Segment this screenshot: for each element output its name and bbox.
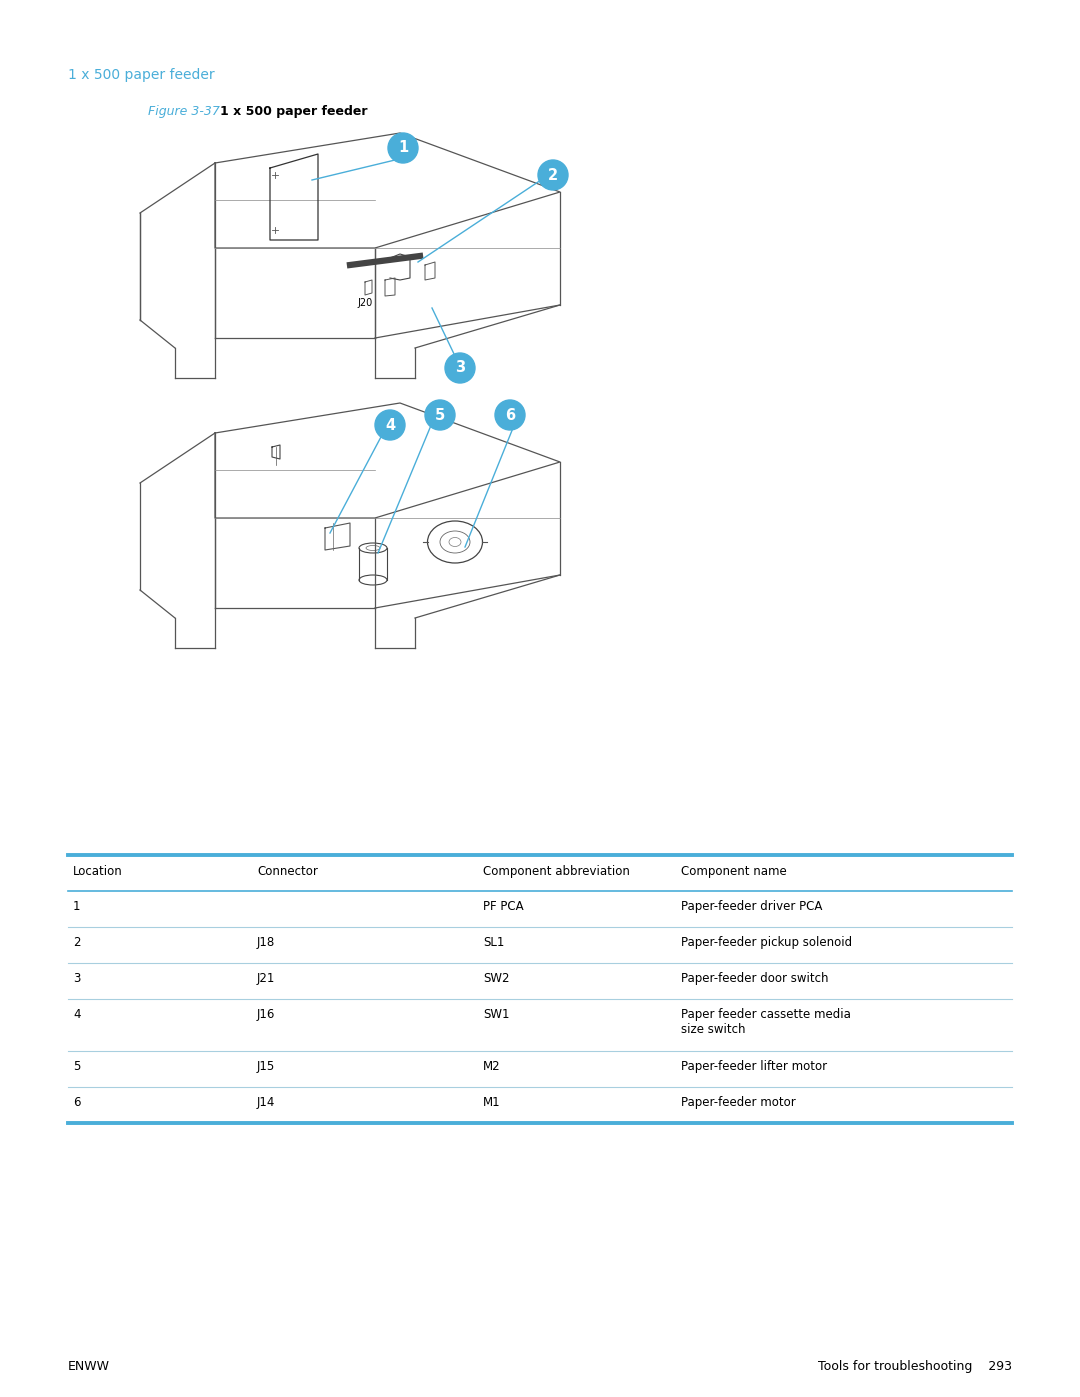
Text: 2: 2 (548, 168, 558, 183)
Text: Paper-feeder lifter motor: Paper-feeder lifter motor (681, 1060, 827, 1073)
Text: 1 x 500 paper feeder: 1 x 500 paper feeder (220, 105, 367, 117)
Text: J18: J18 (257, 936, 275, 949)
Text: 6: 6 (505, 408, 515, 422)
Text: J14: J14 (257, 1097, 275, 1109)
Text: 4: 4 (73, 1009, 81, 1021)
Text: J15: J15 (257, 1060, 275, 1073)
Text: Component abbreviation: Component abbreviation (483, 865, 630, 877)
Text: 4: 4 (384, 418, 395, 433)
Circle shape (426, 400, 455, 430)
Text: M2: M2 (483, 1060, 501, 1073)
Text: ENWW: ENWW (68, 1361, 110, 1373)
Text: 5: 5 (73, 1060, 80, 1073)
Text: Paper-feeder driver PCA: Paper-feeder driver PCA (681, 900, 822, 914)
Text: SL1: SL1 (483, 936, 504, 949)
Text: Component name: Component name (681, 865, 786, 877)
Circle shape (388, 133, 418, 163)
Text: 1 x 500 paper feeder: 1 x 500 paper feeder (68, 68, 215, 82)
Text: 2: 2 (73, 936, 81, 949)
Text: J16: J16 (257, 1009, 275, 1021)
Text: 1: 1 (397, 141, 408, 155)
Text: PF PCA: PF PCA (483, 900, 524, 914)
Text: Paper-feeder pickup solenoid: Paper-feeder pickup solenoid (681, 936, 852, 949)
Circle shape (375, 409, 405, 440)
Text: Paper feeder cassette media
size switch: Paper feeder cassette media size switch (681, 1009, 851, 1037)
Text: M1: M1 (483, 1097, 501, 1109)
Text: SW1: SW1 (483, 1009, 510, 1021)
Text: J20: J20 (357, 298, 373, 307)
Text: Tools for troubleshooting    293: Tools for troubleshooting 293 (818, 1361, 1012, 1373)
Text: Connector: Connector (257, 865, 318, 877)
Circle shape (538, 161, 568, 190)
Circle shape (445, 353, 475, 383)
Text: SW2: SW2 (483, 972, 510, 985)
Text: 6: 6 (73, 1097, 81, 1109)
Text: 1: 1 (73, 900, 81, 914)
Text: 3: 3 (73, 972, 80, 985)
Text: J21: J21 (257, 972, 275, 985)
Text: 3: 3 (455, 360, 465, 376)
Text: Paper-feeder motor: Paper-feeder motor (681, 1097, 796, 1109)
Text: 5: 5 (435, 408, 445, 422)
Circle shape (495, 400, 525, 430)
Text: Figure 3-37: Figure 3-37 (148, 105, 220, 117)
Text: Paper-feeder door switch: Paper-feeder door switch (681, 972, 828, 985)
Text: Location: Location (73, 865, 123, 877)
